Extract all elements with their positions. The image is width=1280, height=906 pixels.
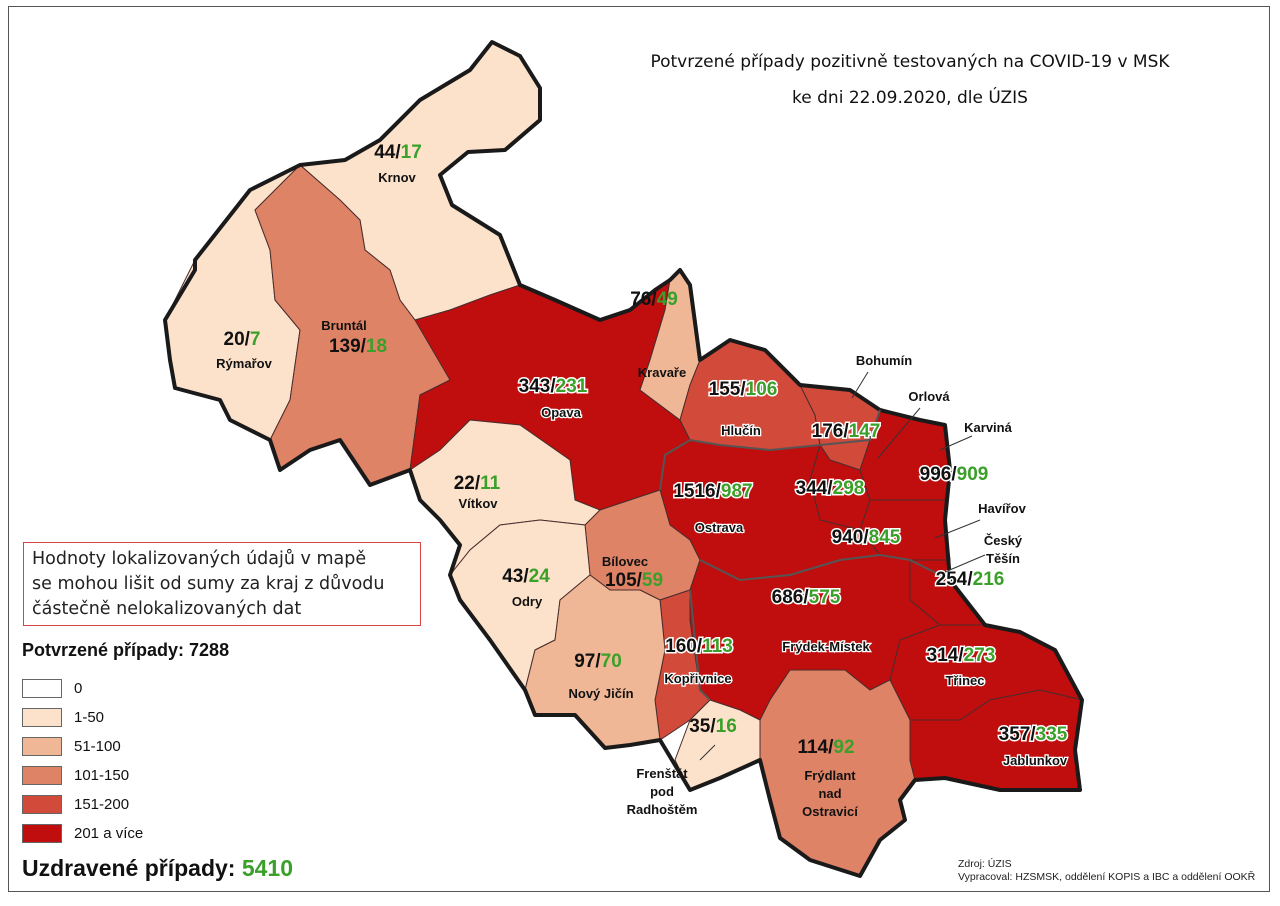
confirmed-total: Potvrzené případy: 7288 bbox=[22, 640, 230, 660]
district-name-label: Bruntál bbox=[321, 318, 367, 333]
source-line-1: Zdroj: ÚZIS bbox=[958, 858, 1012, 870]
legend-item-0: 0 bbox=[22, 674, 143, 703]
district-value-label: 44/17 bbox=[374, 142, 422, 163]
legend-swatch bbox=[22, 766, 62, 785]
district-name-label: Těšín bbox=[986, 551, 1020, 566]
map-frame bbox=[8, 6, 1270, 892]
district-name-label: Krnov bbox=[378, 170, 416, 185]
district-name-label: Karviná bbox=[964, 420, 1012, 435]
district-name-label: pod bbox=[650, 784, 674, 799]
legend-label: 201 a více bbox=[74, 825, 144, 842]
district-name-label: Frýdek-Místek bbox=[782, 639, 870, 654]
district-name-label: Opava bbox=[541, 405, 582, 420]
source-line-2: Vypracoval: HZSMSK, oddělení KOPIS a IBC… bbox=[958, 871, 1256, 883]
district-name-label: Bílovec bbox=[602, 554, 648, 569]
legend-swatch bbox=[22, 824, 62, 843]
district-value-label: 344/298 bbox=[796, 478, 865, 499]
district-name-label: Hlučín bbox=[721, 423, 761, 438]
district-name-label: Kravaře bbox=[638, 365, 686, 380]
district-value-label: 105/59 bbox=[605, 570, 663, 591]
legend-label: 0 bbox=[74, 680, 83, 697]
district-value-label: 97/70 bbox=[574, 651, 622, 672]
district-name-label: Kopřivnice bbox=[664, 671, 731, 686]
okres-boundary bbox=[659, 409, 951, 701]
legend-label: 151-200 bbox=[74, 796, 130, 813]
district-name-label: Ostrava bbox=[695, 520, 744, 535]
district-name-label: Vítkov bbox=[458, 496, 498, 511]
note-line-2: se mohou lišit od sumy za kraj z důvodu bbox=[32, 574, 385, 594]
legend-label: 101-150 bbox=[74, 767, 130, 784]
district-value-label: 357/335 bbox=[999, 724, 1068, 745]
note-line-1: Hodnoty lokalizovaných údajů v mapě bbox=[32, 549, 367, 569]
district-value-label: 996/909 bbox=[920, 464, 989, 485]
legend-item-151-200: 151-200 bbox=[22, 790, 143, 819]
district-value-label: 76/49 bbox=[630, 289, 678, 310]
legend-item-101-150: 101-150 bbox=[22, 761, 143, 790]
legend-item-1-50: 1-50 bbox=[22, 703, 143, 732]
title-line-2: ke dni 22.09.2020, dle ÚZIS bbox=[792, 88, 1028, 108]
recovered-value: 5410 bbox=[241, 855, 294, 881]
recovered-label: Uzdravené případy: bbox=[22, 855, 236, 881]
district-name-label: Třinec bbox=[945, 673, 984, 688]
map-title: Potvrzené případy pozitivně testovaných … bbox=[560, 44, 1260, 116]
legend-item-51-100: 51-100 bbox=[22, 732, 143, 761]
districts-layer bbox=[164, 41, 1083, 877]
legend-label: 51-100 bbox=[74, 738, 121, 755]
district-name-label: Nový Jičín bbox=[568, 686, 633, 701]
district-name-label: Ostravicí bbox=[802, 804, 858, 819]
district-value-label: 139/18 bbox=[329, 336, 387, 357]
legend: 0 1-50 51-100 101-150 151-200 201 a více bbox=[22, 674, 143, 848]
legend-swatch bbox=[22, 708, 62, 727]
note-box: Hodnoty lokalizovaných údajů v mapě se m… bbox=[23, 542, 421, 626]
legend-swatch bbox=[22, 679, 62, 698]
district-name-label: Orlová bbox=[908, 389, 950, 404]
district-value-label: 160/113 bbox=[665, 636, 733, 657]
district-value-label: 114/92 bbox=[797, 737, 854, 758]
district-value-label: 1516/987 bbox=[673, 481, 752, 502]
source-note: Zdroj: ÚZIS Vypracoval: HZSMSK, oddělení… bbox=[958, 858, 1255, 884]
label-leader-line bbox=[939, 435, 973, 451]
district-value-label: 343/231 bbox=[519, 376, 588, 397]
district-value-label: 940/845 bbox=[832, 527, 901, 548]
district-value-label: 254/216 bbox=[936, 569, 1005, 590]
district-name-label: Jablunkov bbox=[1003, 753, 1068, 768]
district-value-label: 35/16 bbox=[689, 716, 737, 737]
district-name-label: Frenštát bbox=[636, 766, 688, 781]
label-leader-line bbox=[877, 407, 921, 459]
legend-item-201-plus: 201 a více bbox=[22, 819, 143, 848]
district-name-label: Odry bbox=[512, 594, 543, 609]
district-value-label: 176/147 bbox=[812, 421, 881, 442]
legend-swatch bbox=[22, 795, 62, 814]
district-value-label: 686/575 bbox=[772, 587, 841, 608]
label-leader-line bbox=[944, 554, 986, 573]
district-name-label: nad bbox=[818, 786, 841, 801]
legend-label: 1-50 bbox=[74, 709, 105, 726]
district-value-label: 22/11 bbox=[454, 473, 501, 494]
district-name-label: Radhoštěm bbox=[627, 802, 698, 817]
district-value-label: 314/273 bbox=[927, 645, 996, 666]
district-value-label: 155/106 bbox=[709, 379, 778, 400]
label-leader-line bbox=[934, 519, 981, 539]
label-leader-line bbox=[851, 371, 869, 399]
region-outline bbox=[163, 40, 1084, 878]
label-leader-line bbox=[699, 744, 716, 761]
title-line-1: Potvrzené případy pozitivně testovaných … bbox=[650, 52, 1170, 72]
district-value-label: 43/24 bbox=[502, 566, 550, 587]
district-name-label: Rýmařov bbox=[216, 356, 272, 371]
district-name-label: Bohumín bbox=[856, 353, 912, 368]
district-value-label: 20/7 bbox=[224, 329, 261, 350]
district-name-label: Havířov bbox=[978, 501, 1026, 516]
legend-swatch bbox=[22, 737, 62, 756]
recovered-total: Uzdravené případy: 5410 bbox=[22, 855, 293, 882]
note-line-3: částečně nelokalizovaných dat bbox=[32, 599, 302, 619]
district-name-label: Český bbox=[984, 533, 1023, 548]
district-name-label: Frýdlant bbox=[804, 768, 856, 783]
